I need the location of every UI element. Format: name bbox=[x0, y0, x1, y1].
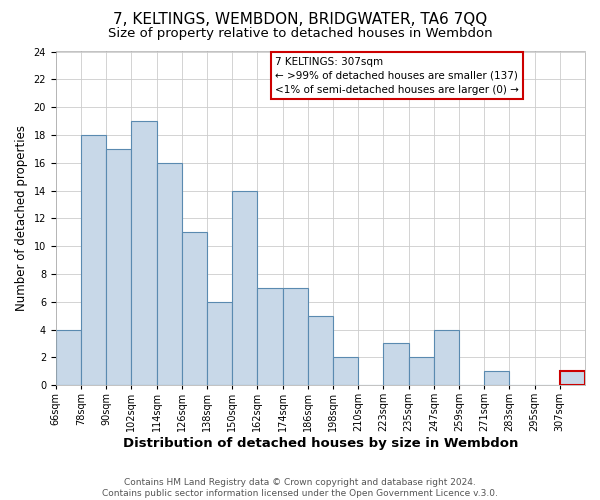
Bar bbox=[81, 135, 106, 385]
Bar bbox=[131, 121, 157, 385]
Bar bbox=[308, 316, 333, 385]
Bar bbox=[383, 344, 409, 385]
Bar bbox=[409, 358, 434, 385]
Bar bbox=[157, 162, 182, 385]
Bar bbox=[56, 330, 81, 385]
Text: 7 KELTINGS: 307sqm
← >99% of detached houses are smaller (137)
<1% of semi-detac: 7 KELTINGS: 307sqm ← >99% of detached ho… bbox=[275, 56, 519, 94]
Text: Size of property relative to detached houses in Wembdon: Size of property relative to detached ho… bbox=[107, 28, 493, 40]
Bar bbox=[484, 371, 509, 385]
Bar bbox=[283, 288, 308, 385]
Bar bbox=[232, 190, 257, 385]
Text: 7, KELTINGS, WEMBDON, BRIDGWATER, TA6 7QQ: 7, KELTINGS, WEMBDON, BRIDGWATER, TA6 7Q… bbox=[113, 12, 487, 28]
Bar bbox=[434, 330, 459, 385]
Y-axis label: Number of detached properties: Number of detached properties bbox=[15, 126, 28, 312]
Bar bbox=[333, 358, 358, 385]
Bar bbox=[257, 288, 283, 385]
Bar bbox=[560, 371, 585, 385]
Bar bbox=[207, 302, 232, 385]
Bar bbox=[182, 232, 207, 385]
Text: Contains HM Land Registry data © Crown copyright and database right 2024.
Contai: Contains HM Land Registry data © Crown c… bbox=[102, 478, 498, 498]
X-axis label: Distribution of detached houses by size in Wembdon: Distribution of detached houses by size … bbox=[123, 437, 518, 450]
Bar bbox=[106, 149, 131, 385]
